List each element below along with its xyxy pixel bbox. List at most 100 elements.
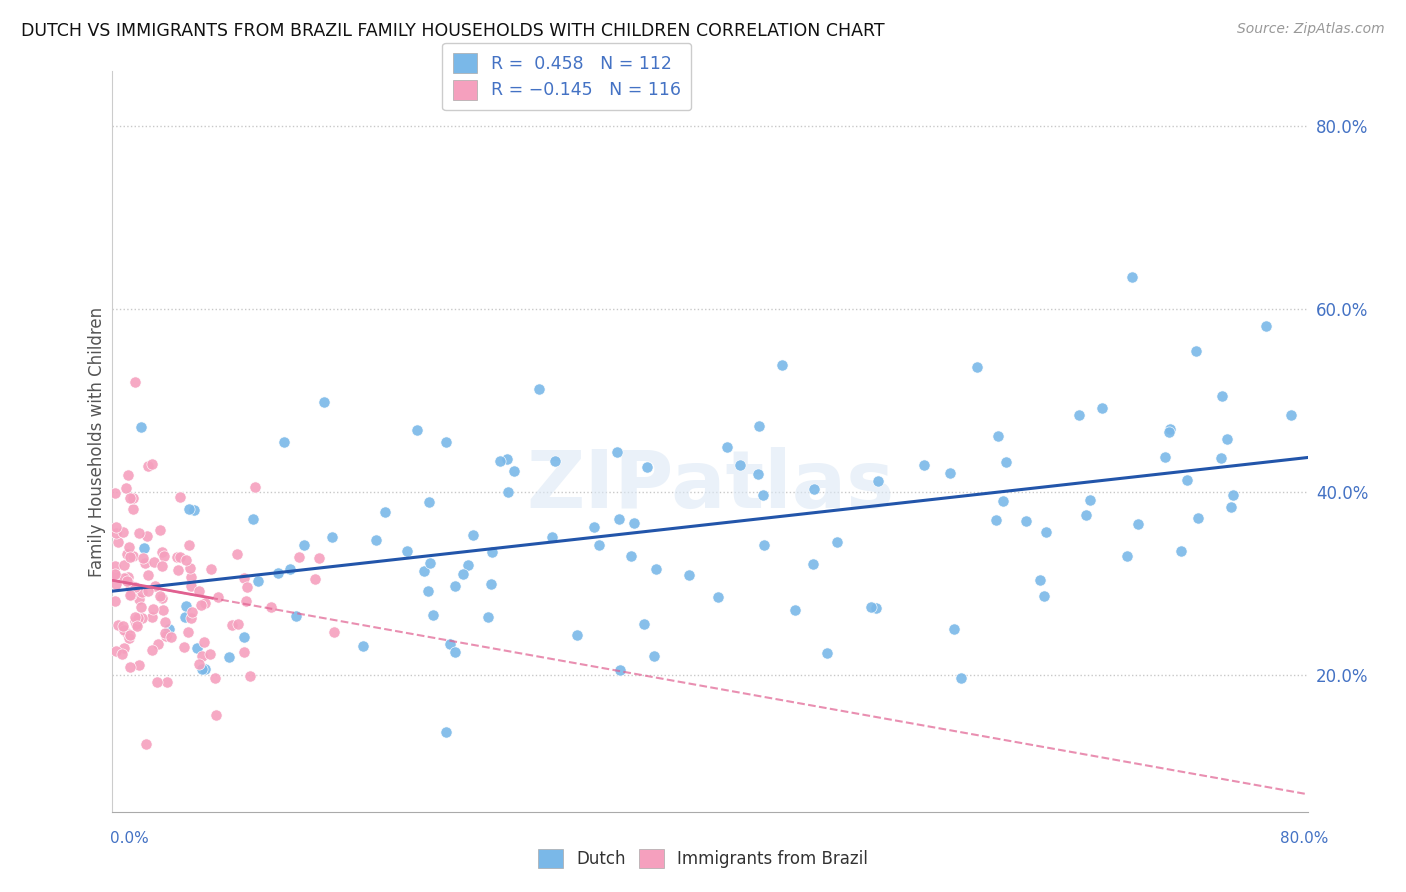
Text: ZIPatlas: ZIPatlas: [526, 447, 894, 525]
Point: [131, 551, 153, 566]
Point: [180, 605, 202, 619]
Point: [155, 629, 177, 643]
Point: [111, 647, 134, 661]
Point: [314, 395, 336, 409]
Point: [1032, 589, 1054, 603]
Point: [112, 623, 135, 637]
Point: [606, 445, 628, 459]
Point: [125, 619, 148, 633]
Point: [134, 541, 156, 555]
Point: [107, 618, 129, 632]
Text: Source: ZipAtlas.com: Source: ZipAtlas.com: [1237, 22, 1385, 37]
Point: [236, 581, 259, 595]
Point: [125, 617, 148, 632]
Point: [1254, 318, 1277, 333]
Text: 80.0%: 80.0%: [1281, 831, 1329, 846]
Point: [205, 707, 228, 722]
Y-axis label: Family Households with Children: Family Households with Children: [87, 307, 105, 576]
Point: [1128, 517, 1150, 532]
Point: [994, 455, 1017, 469]
Point: [488, 454, 510, 468]
Point: [104, 567, 127, 582]
Point: [179, 501, 201, 516]
Point: [374, 504, 396, 518]
Point: [198, 647, 221, 661]
Point: [131, 420, 153, 434]
Point: [169, 490, 191, 504]
Point: [127, 610, 149, 624]
Point: [607, 512, 630, 526]
Point: [479, 576, 502, 591]
Point: [643, 648, 665, 663]
Point: [111, 619, 134, 633]
Point: [588, 538, 610, 552]
Point: [620, 549, 643, 563]
Point: [260, 599, 283, 614]
Point: [966, 359, 988, 374]
Point: [105, 526, 128, 541]
Point: [152, 603, 174, 617]
Point: [179, 560, 201, 574]
Point: [1029, 573, 1052, 587]
Point: [716, 440, 738, 454]
Point: [1159, 422, 1181, 436]
Point: [242, 512, 264, 526]
Point: [228, 617, 250, 632]
Point: [131, 610, 153, 624]
Point: [747, 467, 769, 482]
Point: [457, 558, 479, 572]
Point: [121, 549, 143, 563]
Point: [152, 591, 174, 606]
Point: [413, 564, 436, 578]
Point: [304, 572, 326, 586]
Point: [174, 610, 197, 624]
Point: [115, 626, 138, 640]
Point: [131, 585, 153, 599]
Point: [200, 561, 222, 575]
Point: [173, 640, 195, 654]
Point: [1209, 451, 1232, 466]
Point: [498, 484, 520, 499]
Point: [190, 598, 212, 612]
Point: [461, 527, 484, 541]
Point: [1078, 493, 1101, 508]
Point: [752, 488, 775, 502]
Point: [160, 630, 183, 644]
Point: [609, 663, 631, 677]
Point: [949, 672, 972, 686]
Point: [1076, 508, 1098, 523]
Point: [104, 594, 127, 608]
Point: [825, 534, 848, 549]
Point: [770, 359, 793, 373]
Point: [232, 645, 254, 659]
Point: [1067, 409, 1090, 423]
Point: [285, 609, 308, 624]
Point: [1115, 549, 1137, 563]
Point: [243, 480, 266, 494]
Point: [177, 538, 200, 552]
Point: [118, 491, 141, 506]
Point: [207, 590, 229, 604]
Point: [174, 553, 197, 567]
Point: [273, 435, 295, 450]
Point: [623, 516, 645, 530]
Point: [444, 579, 467, 593]
Point: [540, 530, 562, 544]
Point: [434, 434, 457, 449]
Point: [118, 540, 141, 554]
Point: [124, 610, 146, 624]
Point: [416, 584, 439, 599]
Point: [114, 481, 136, 495]
Point: [943, 622, 966, 636]
Point: [187, 583, 209, 598]
Point: [194, 662, 217, 676]
Point: [187, 657, 209, 671]
Point: [104, 567, 127, 582]
Point: [143, 555, 166, 569]
Point: [118, 550, 141, 565]
Point: [218, 650, 240, 665]
Point: [136, 583, 159, 598]
Point: [323, 625, 346, 640]
Point: [706, 590, 728, 604]
Point: [180, 610, 202, 624]
